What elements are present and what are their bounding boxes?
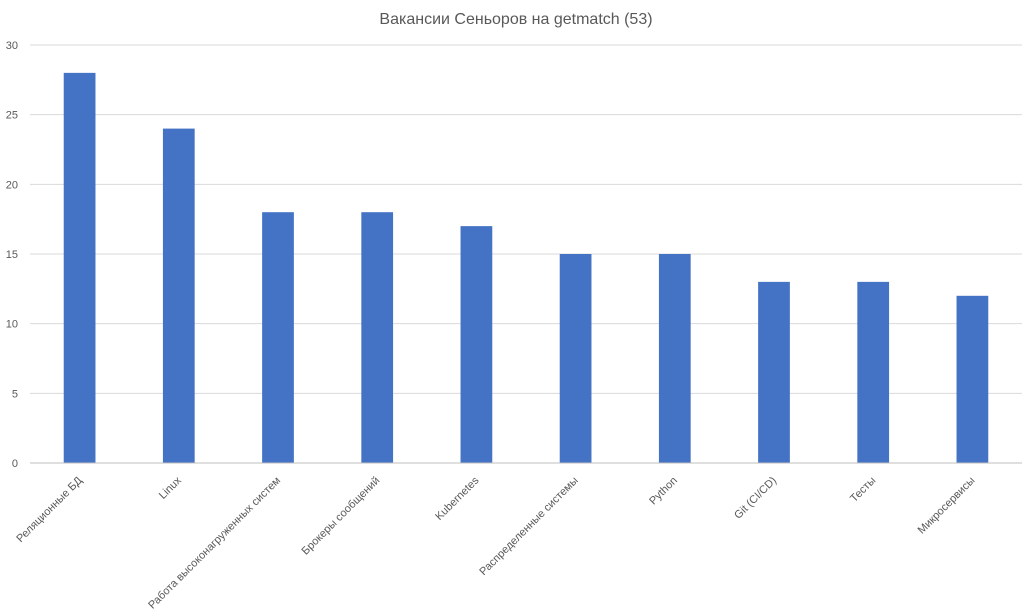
x-tick-label-4: Kubernetes [433,474,482,523]
y-tick-label-6: 30 [6,40,18,52]
bar-6 [658,254,691,463]
x-tick-label-9: Микросервисы [916,475,978,537]
y-tick-label-1: 5 [12,388,18,400]
bar-5 [559,254,592,463]
x-tick-label-7: Git (CI/CD) [732,475,779,522]
x-tick-label-8: Тесты [848,475,878,505]
x-tick-label-0: Реляционные БД [14,474,85,545]
y-tick-label-3: 15 [6,249,18,261]
x-tick-label-3: Брокеры сообщений [299,475,382,558]
y-tick-label-5: 25 [6,110,18,122]
bar-8 [857,281,890,463]
bar-1 [162,128,195,463]
bar-9 [956,295,989,463]
y-tick-label-0: 0 [12,458,18,470]
x-tick-label-1: Linux [157,474,184,501]
chart-title: Вакансии Сеньоров на getmatch (53) [379,11,652,28]
x-tick-label-5: Распределенные системы [477,475,580,578]
y-tick-label-4: 20 [6,179,18,191]
y-axis-ticks: 0 5 10 15 20 25 30 [6,40,18,470]
bars [63,72,989,463]
bar-2 [262,212,294,463]
grid-lines [30,44,1022,394]
bar-0 [63,72,96,463]
bar-7 [758,281,790,463]
y-tick-label-2: 10 [6,319,18,331]
bar-3 [361,212,394,463]
x-tick-label-6: Python [647,475,680,508]
bar-4 [460,226,493,463]
